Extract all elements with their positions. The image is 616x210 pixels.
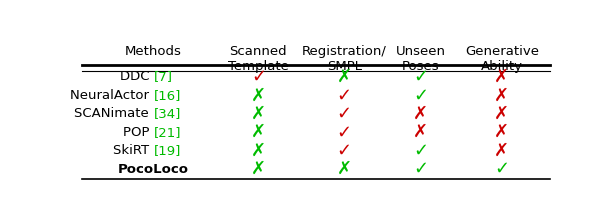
Text: ✓: ✓	[251, 68, 266, 86]
Text: ✗: ✗	[494, 68, 509, 86]
Text: ✗: ✗	[251, 160, 266, 178]
Text: [19]: [19]	[153, 144, 180, 157]
Text: NeuralActor: NeuralActor	[70, 89, 153, 102]
Text: ✓: ✓	[337, 105, 352, 123]
Text: ✗: ✗	[494, 86, 509, 104]
Text: ✓: ✓	[413, 86, 428, 104]
Text: Methods: Methods	[125, 45, 182, 58]
Text: Registration/
SMPL: Registration/ SMPL	[302, 45, 387, 73]
Text: ✓: ✓	[413, 160, 428, 178]
Text: ✓: ✓	[494, 160, 509, 178]
Text: SkiRT: SkiRT	[113, 144, 153, 157]
Text: ✓: ✓	[337, 86, 352, 104]
Text: Unseen
Poses: Unseen Poses	[395, 45, 446, 73]
Text: ✗: ✗	[337, 68, 352, 86]
Text: ✗: ✗	[413, 105, 428, 123]
Text: DDC: DDC	[120, 70, 153, 83]
Text: ✓: ✓	[413, 142, 428, 160]
Text: PocoLoco: PocoLoco	[118, 163, 189, 176]
Text: ✗: ✗	[251, 142, 266, 160]
Text: Scanned
Template: Scanned Template	[228, 45, 289, 73]
Text: Generative
Ability: Generative Ability	[465, 45, 539, 73]
Text: ✗: ✗	[251, 86, 266, 104]
Text: [34]: [34]	[153, 107, 180, 120]
Text: ✗: ✗	[251, 123, 266, 141]
Text: ✗: ✗	[494, 123, 509, 141]
Text: ✗: ✗	[494, 142, 509, 160]
Text: ✓: ✓	[337, 142, 352, 160]
Text: ✗: ✗	[413, 123, 428, 141]
Text: ✗: ✗	[337, 160, 352, 178]
Text: ✗: ✗	[494, 105, 509, 123]
Text: [7]: [7]	[153, 70, 172, 83]
Text: ✓: ✓	[413, 68, 428, 86]
Text: SCANimate: SCANimate	[75, 107, 153, 120]
Text: POP: POP	[123, 126, 153, 139]
Text: ✗: ✗	[251, 105, 266, 123]
Text: ✓: ✓	[337, 123, 352, 141]
Text: [16]: [16]	[153, 89, 180, 102]
Text: [21]: [21]	[153, 126, 181, 139]
